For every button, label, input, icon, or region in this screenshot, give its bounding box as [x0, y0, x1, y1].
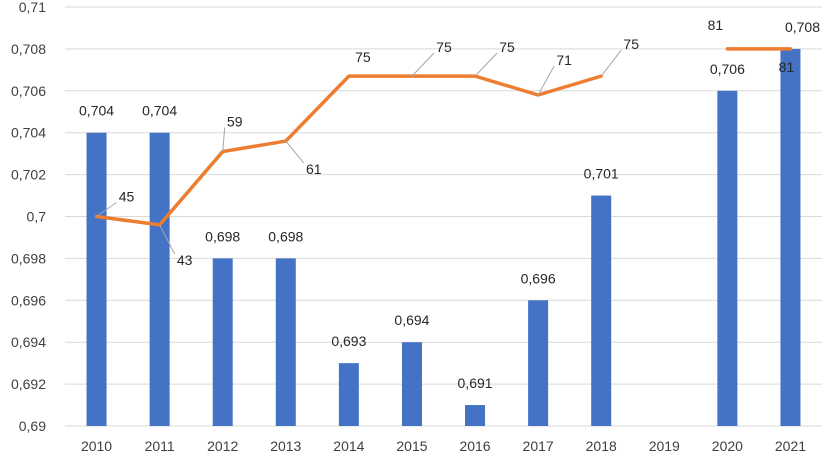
bar-value-label: 0,701	[584, 166, 619, 182]
bar-value-label: 0,704	[142, 103, 177, 119]
line-series-path	[94, 74, 603, 227]
bar-value-label: 0,706	[710, 61, 745, 77]
line-value-label: 45	[119, 189, 135, 205]
y-tick-label: 0,698	[11, 250, 46, 266]
line-series	[94, 47, 793, 227]
bar	[465, 405, 486, 426]
bar-value-label: 0,698	[268, 228, 303, 244]
x-tick-label: 2014	[333, 438, 364, 454]
bar	[212, 258, 233, 426]
line-value-label: 61	[306, 161, 322, 177]
bar-value-label: 0,694	[394, 312, 429, 328]
label-leader-line	[285, 140, 305, 164]
x-tick-label: 2013	[270, 438, 301, 454]
bar	[528, 300, 549, 426]
line-value-label: 43	[177, 252, 193, 268]
label-leader-line	[411, 52, 435, 77]
x-tick-label: 2011	[145, 438, 175, 454]
x-axis-ticks: 2010 2011 2012 2013 2014 2015 2016 2017 2018 2019…	[81, 438, 806, 454]
label-leader-line	[600, 49, 622, 77]
y-tick-label: 0,692	[11, 376, 46, 392]
line-value-label: 81	[708, 17, 724, 33]
line-value-label: 71	[556, 52, 572, 68]
y-axis-ticks: 0,69 0,692 0,694 0,696 0,698 0,7 0,702 0,704 0,7…	[11, 0, 46, 434]
bar	[338, 363, 359, 426]
x-tick-label: 2015	[396, 438, 427, 454]
x-tick-label: 2018	[586, 438, 617, 454]
label-leader-line	[222, 127, 226, 152]
y-tick-label: 0,696	[11, 292, 46, 308]
x-tick-label: 2012	[207, 438, 238, 454]
bar-value-label: 0,696	[521, 270, 556, 286]
bar-value-label: 0,693	[331, 333, 366, 349]
bar	[401, 342, 422, 426]
y-tick-label: 0,708	[11, 41, 46, 57]
bar	[717, 90, 738, 427]
line-value-label: 75	[355, 49, 371, 65]
bar-value-label: 0,708	[785, 19, 820, 35]
line-value-label: 75	[499, 39, 515, 55]
x-tick-label: 2020	[712, 438, 743, 454]
y-tick-label: 0,69	[19, 418, 46, 434]
y-tick-label: 0,706	[11, 83, 46, 99]
bar	[275, 258, 296, 426]
x-tick-label: 2010	[81, 438, 112, 454]
bar	[780, 48, 801, 427]
y-tick-label: 0,71	[19, 0, 46, 15]
bar	[591, 195, 612, 426]
x-tick-label: 2017	[523, 438, 554, 454]
line-value-label: 59	[227, 114, 243, 130]
label-leader-line	[537, 65, 555, 96]
label-leader-line	[96, 202, 117, 217]
x-tick-label: 2019	[649, 438, 680, 454]
data-labels: 0,704 0,704 0,698 0,698 0,693 0,694 0,691 0,696…	[79, 17, 820, 391]
gridlines	[65, 6, 822, 427]
y-tick-label: 0,694	[11, 334, 46, 350]
y-tick-label: 0,702	[11, 167, 46, 183]
bar-value-label: 0,691	[458, 375, 493, 391]
x-tick-label: 2021	[775, 438, 806, 454]
bar	[149, 132, 170, 426]
bar-value-label: 0,704	[79, 103, 114, 119]
bar	[86, 132, 107, 426]
label-leader-line	[474, 52, 498, 77]
y-tick-label: 0,704	[11, 125, 46, 141]
line-value-label: 75	[436, 39, 452, 55]
y-tick-label: 0,7	[27, 209, 47, 225]
x-tick-label: 2016	[459, 438, 490, 454]
bar-value-label: 0,698	[205, 228, 240, 244]
bar-series	[86, 48, 801, 427]
line-value-label: 81	[779, 59, 795, 75]
line-value-label: 75	[623, 36, 639, 52]
label-leader-line	[159, 224, 176, 255]
